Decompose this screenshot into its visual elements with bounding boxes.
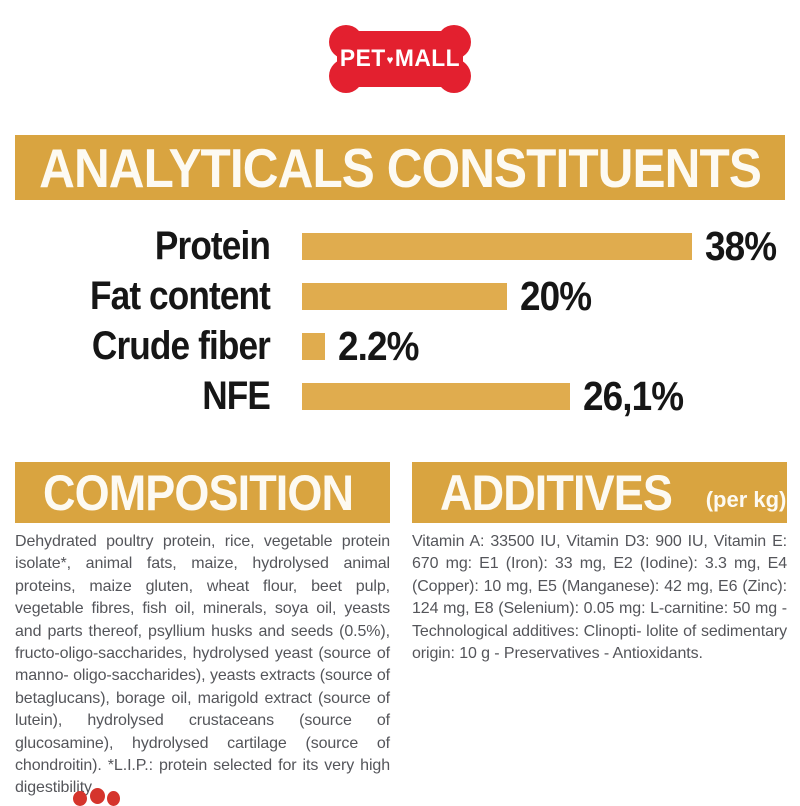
composition-section: COMPOSITION Dehydrated poultry protein, … [15,462,390,800]
paw-toes-icon [90,788,105,804]
chart-row-crude-fiber: Crude fiber 2.2% [0,321,800,371]
bone-icon [329,25,471,93]
chart-row-label: Crude fiber [91,323,271,368]
protein-bar [302,232,692,260]
analytics-bar-chart: Protein 38% Fat content 20% Crude fiber … [0,221,800,421]
info-columns: COMPOSITION Dehydrated poultry protein, … [15,462,787,800]
analytics-title: ANALYTICALS CONSTITUENTS [39,136,762,199]
chart-row-label: NFE [202,373,271,418]
logo-text-right: MALL [394,45,461,72]
heart-icon: ♥ [386,53,394,67]
bar-track: 20% [302,273,692,319]
bar-value-label: 20% [520,272,592,319]
logo-text: PET ♥ MALL [331,23,470,95]
pet-mall-logo: PET ♥ MALL [327,23,473,95]
composition-body: Dehydrated poultry protein, rice, vegeta… [15,533,390,797]
additives-body: Vitamin A: 33500 IU, Vitamin D3: 900 IU,… [412,533,787,663]
chart-row-fat-content: Fat content 20% [0,271,800,321]
bar-track: 2.2% [302,323,692,369]
bar-value-label: 2.2% [337,322,419,369]
additives-section: ADDITIVES (per kg) Vitamin A: 33500 IU, … [412,462,787,800]
chart-row-nfe: NFE 26,1% [0,371,800,421]
bar-value-label: 38% [705,222,777,269]
additives-header-bar: ADDITIVES (per kg) [412,462,787,523]
paw-toes-icon [107,791,120,806]
crude-fiber-bar [302,332,325,360]
additives-title: ADDITIVES [440,464,673,521]
bar-track: 26,1% [302,373,692,419]
bar-value-label: 26,1% [582,372,684,419]
analytics-header-bar: ANALYTICALS CONSTITUENTS [15,135,785,200]
bar-track: 38% [302,223,777,269]
chart-row-label: Protein [154,223,271,268]
chart-row-label: Fat content [89,273,271,318]
additives-subtitle: (per kg) [705,486,787,512]
fat-content-bar [302,282,508,310]
composition-header-bar: COMPOSITION [15,462,390,523]
logo-text-left: PET [339,45,386,72]
composition-title: COMPOSITION [43,464,354,521]
nfe-bar [302,382,570,410]
chart-row-protein: Protein 38% [0,221,800,271]
paw-toes-icon [73,791,87,806]
